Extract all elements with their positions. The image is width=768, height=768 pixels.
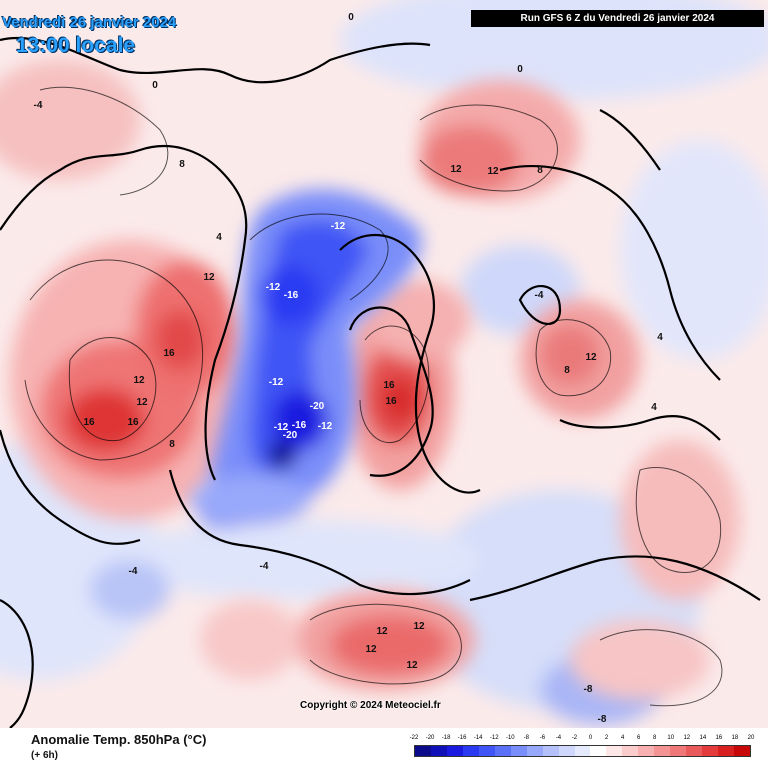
contour-label: 16 xyxy=(385,396,397,407)
coastlines xyxy=(0,36,761,728)
legend-color-cell xyxy=(446,746,463,756)
contour-label: 4 xyxy=(651,402,657,413)
legend-tick-label: 14 xyxy=(699,735,707,741)
contour-label: -4 xyxy=(129,566,138,577)
legend-tick-label: -22 xyxy=(409,735,419,741)
contour-label: 0 xyxy=(517,64,523,75)
legend-color-cell xyxy=(510,746,527,756)
legend-tick-label: 6 xyxy=(636,735,641,741)
contour-label: 12 xyxy=(450,164,462,175)
legend-color-cell xyxy=(526,746,543,756)
contour-label: 12 xyxy=(365,644,377,655)
contour-label: -4 xyxy=(535,290,544,301)
legend-tick-label: -10 xyxy=(505,735,515,741)
contour-label: 0 xyxy=(152,80,158,91)
legend-tick-label: 12 xyxy=(683,735,691,741)
contour-label: 4 xyxy=(216,232,222,243)
contour-label: 12 xyxy=(203,272,215,283)
contour-label: 16 xyxy=(163,348,175,359)
contour-label: -16 xyxy=(284,290,299,301)
contour-label: -12 xyxy=(331,221,346,232)
contour-label: 12 xyxy=(133,375,145,386)
legend-color-cell xyxy=(686,746,703,756)
contour-label: -4 xyxy=(260,561,269,572)
legend-color-cell xyxy=(478,746,495,756)
contour-label: -16 xyxy=(292,420,307,431)
contour-label: -8 xyxy=(584,684,593,695)
legend-tick-label: 18 xyxy=(731,735,739,741)
legend-color-cell xyxy=(558,746,575,756)
contour-label: 16 xyxy=(83,417,95,428)
contour-lines xyxy=(24,86,723,707)
color-legend xyxy=(414,745,751,757)
contour-label: 4 xyxy=(657,332,663,343)
cold-anomaly-field xyxy=(190,189,422,528)
legend-color-cell xyxy=(542,746,559,756)
contour-label: -8 xyxy=(598,714,607,725)
legend-tick-label: -8 xyxy=(523,735,529,741)
contour-label: 8 xyxy=(169,439,175,450)
copyright-notice: Copyright © 2024 Meteociel.fr xyxy=(300,700,441,711)
legend-color-cell xyxy=(494,746,511,756)
legend-color-cell xyxy=(430,746,447,756)
contour-label: 12 xyxy=(136,397,148,408)
legend-tick-label: -6 xyxy=(539,735,546,741)
contour-label: 8 xyxy=(564,365,570,376)
legend-color-cell xyxy=(622,746,639,756)
legend-color-cell xyxy=(606,746,623,756)
legend-tick-label: 0 xyxy=(588,735,593,741)
contour-label: -4 xyxy=(34,100,43,111)
legend-color-cell xyxy=(574,746,591,756)
contour-label: -12 xyxy=(269,377,284,388)
legend-tick-label: -18 xyxy=(441,735,451,741)
contour-label: 16 xyxy=(383,380,395,391)
legend-color-cell xyxy=(638,746,655,756)
legend-color-cell xyxy=(670,746,687,756)
legend-tick-label: 2 xyxy=(604,735,609,741)
legend-color-cell xyxy=(734,746,751,756)
forecast-date: Vendredi 26 janvier 2024 xyxy=(2,14,177,31)
map-panel: 12 16 12 12 16 16 -12 -16 -12 -12 -20 -16 -20 -12 -12 1… xyxy=(0,0,768,728)
legend-color-cell xyxy=(654,746,671,756)
legend-tick-label: 10 xyxy=(667,735,675,741)
legend-tick-label: 4 xyxy=(620,735,625,741)
legend-tick-label: -16 xyxy=(457,735,467,741)
contour-label: -12 xyxy=(318,421,333,432)
legend-tick-label: 20 xyxy=(747,735,755,741)
legend-color-cell xyxy=(415,746,431,756)
legend-tick-label: 16 xyxy=(715,735,723,741)
contour-label: -20 xyxy=(310,401,325,412)
legend-tick-label: -12 xyxy=(489,735,499,741)
legend-tick-label: -2 xyxy=(571,735,578,741)
contour-label: 12 xyxy=(585,352,597,363)
model-run-label: Run GFS 6 Z du Vendredi 26 janvier 2024 xyxy=(471,10,764,27)
legend-color-cell xyxy=(702,746,719,756)
contour-label: 12 xyxy=(376,626,388,637)
contour-label: 0 xyxy=(348,12,354,23)
map-title: Anomalie Temp. 850hPa (°C) xyxy=(31,732,207,747)
legend-tick-labels: -22 -20 -18 -16 -14 -12 -10 -8 -6 -4 -2 0 2 4 6 8 10 12 14… xyxy=(410,735,755,745)
legend-color-cell xyxy=(590,746,607,756)
contour-label: -12 xyxy=(274,422,289,433)
legend-tick-label: -20 xyxy=(425,735,435,741)
legend-tick-label: -4 xyxy=(555,735,562,741)
contour-label: 12 xyxy=(413,621,425,632)
contour-label: 8 xyxy=(179,159,185,170)
contour-label: 8 xyxy=(537,165,543,176)
contour-label: 12 xyxy=(487,166,499,177)
legend-color-cell xyxy=(462,746,479,756)
legend-tick-label: 8 xyxy=(653,735,657,741)
contour-label: -12 xyxy=(266,282,281,293)
contour-label: -20 xyxy=(283,430,298,441)
legend-tick-label: -14 xyxy=(473,735,483,741)
forecast-step: (+ 6h) xyxy=(31,750,58,761)
legend-color-cell xyxy=(718,746,735,756)
contour-label: 16 xyxy=(127,417,139,428)
forecast-local-time: 13:00 locale xyxy=(16,34,136,57)
contour-label: 12 xyxy=(406,660,418,671)
map-footer: Anomalie Temp. 850hPa (°C) (+ 6h) -22 -20… xyxy=(0,728,768,768)
